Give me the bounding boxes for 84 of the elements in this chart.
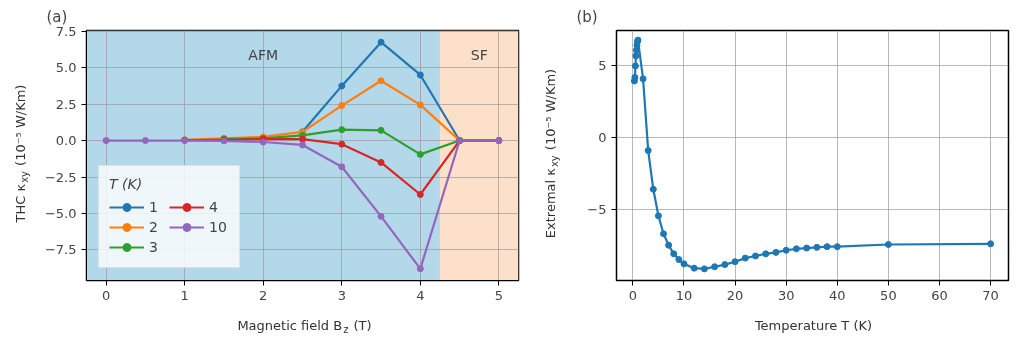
chart-title: (a): [46, 7, 68, 26]
x-tick-label: 0: [628, 287, 637, 303]
point: [377, 212, 385, 220]
legend-label: 3: [149, 239, 159, 255]
legend-label: 2: [149, 219, 159, 235]
y-tick-label: −5.0: [44, 205, 77, 221]
point: [416, 71, 424, 79]
point: [416, 101, 424, 109]
point: [690, 264, 698, 272]
point: [670, 250, 678, 258]
point: [377, 77, 385, 85]
legend-label: 10: [209, 219, 228, 235]
point: [338, 163, 346, 171]
x-tick-label: 5: [494, 287, 504, 303]
point: [711, 263, 719, 271]
x-axis-title: Temperature T (K): [753, 318, 873, 333]
point: [416, 150, 424, 158]
y-tick-label: −2.5: [44, 169, 77, 185]
chart-title: (b): [576, 7, 598, 26]
point: [632, 52, 640, 60]
point: [338, 126, 346, 134]
x-tick-label: 70: [982, 287, 999, 303]
point: [102, 137, 110, 145]
x-tick-label: 2: [259, 287, 268, 303]
y-tick-label: 0.0: [55, 133, 77, 149]
point: [813, 243, 821, 251]
legend-title: T (K): [109, 176, 144, 192]
x-tick-label: 30: [777, 287, 795, 303]
point: [700, 265, 708, 273]
x-tick-label: 20: [726, 287, 744, 303]
point: [299, 135, 306, 143]
point: [416, 191, 424, 198]
point: [762, 250, 770, 258]
point: [884, 241, 892, 248]
x-tick-label: 10: [675, 287, 693, 303]
x-tick-label: 50: [880, 287, 897, 303]
band-label: SF: [470, 46, 488, 63]
point: [377, 38, 385, 46]
point: [338, 82, 346, 90]
point: [752, 252, 760, 260]
y-tick-label: 2.5: [55, 96, 77, 112]
y-axis-title: THC κxy (10⁻⁵ W/Km): [13, 84, 30, 224]
point: [644, 147, 652, 155]
point: [299, 141, 306, 149]
y-tick-label: 0: [598, 130, 607, 146]
point: [782, 246, 790, 254]
point: [721, 261, 729, 269]
y-tick-label: −7.5: [44, 242, 77, 258]
point: [377, 158, 385, 166]
x-tick-label: 60: [931, 287, 948, 303]
point: [823, 243, 831, 251]
point: [833, 243, 841, 251]
point: [654, 212, 662, 220]
point: [377, 126, 385, 134]
legend-label: 1: [149, 199, 159, 215]
point: [639, 75, 647, 83]
y-tick-label: −5: [587, 201, 607, 217]
point: [731, 258, 739, 266]
point: [987, 240, 995, 248]
point: [631, 62, 639, 70]
point: [338, 102, 346, 110]
point: [803, 244, 811, 252]
x-tick-label: 3: [337, 287, 346, 303]
point: [680, 260, 688, 268]
point: [631, 73, 639, 81]
point: [416, 265, 424, 273]
y-axis-title: Extremal κxy (10⁻⁵ W/Km): [543, 68, 560, 239]
y-tick-label: 5.0: [55, 60, 77, 76]
legend-label: 4: [209, 199, 219, 215]
x-tick-label: 4: [416, 287, 425, 303]
x-tick-label: 1: [180, 287, 189, 303]
point: [792, 245, 800, 253]
point: [649, 185, 657, 193]
x-tick-label: 40: [829, 287, 846, 303]
point: [675, 256, 683, 264]
point: [772, 248, 780, 256]
point: [660, 230, 668, 238]
band-label: AFM: [248, 46, 279, 63]
point: [141, 137, 149, 145]
y-tick-label: 5: [598, 58, 607, 74]
point: [741, 254, 749, 262]
point: [665, 241, 673, 249]
x-tick-label: 0: [102, 287, 111, 303]
point: [338, 140, 346, 148]
